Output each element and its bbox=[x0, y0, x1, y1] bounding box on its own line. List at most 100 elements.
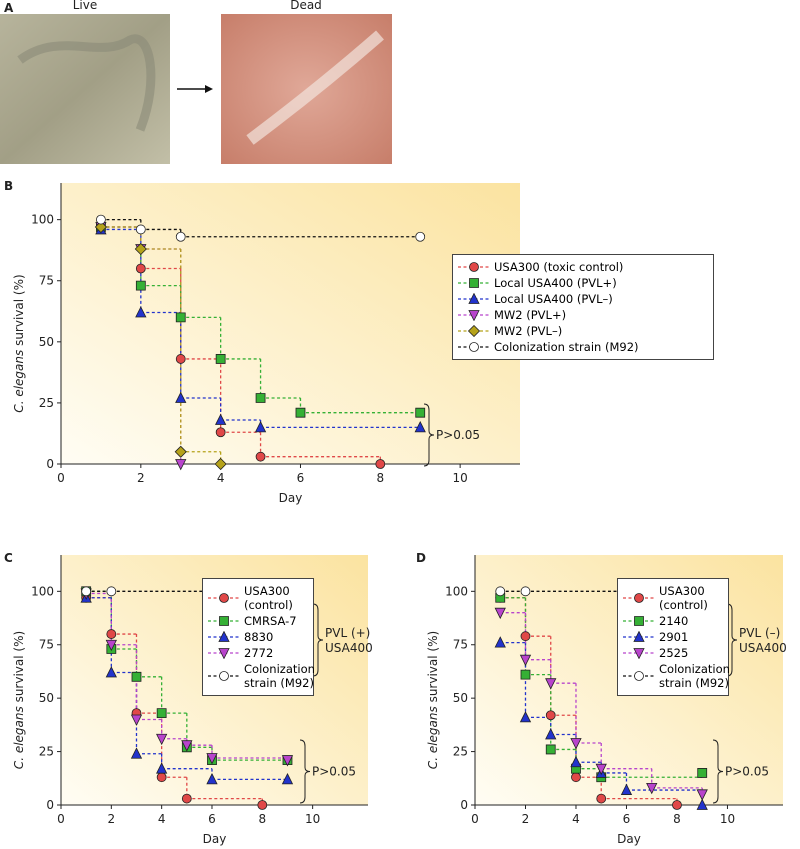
legend-swatch bbox=[458, 342, 490, 352]
marker bbox=[494, 607, 506, 620]
y-tick-label: 25 bbox=[39, 396, 54, 410]
legend-swatch bbox=[623, 616, 655, 626]
x-tick-label: 2 bbox=[522, 812, 530, 826]
legend-swatch bbox=[458, 310, 490, 321]
x-axis-title: Day bbox=[203, 832, 227, 846]
marker bbox=[375, 459, 386, 469]
marker bbox=[218, 631, 230, 642]
marker bbox=[181, 740, 193, 752]
legend-swatch bbox=[623, 671, 655, 681]
marker bbox=[545, 710, 556, 721]
marker bbox=[545, 744, 556, 755]
marker bbox=[414, 420, 426, 433]
legend-item: 2901 bbox=[622, 630, 724, 644]
group-brace bbox=[726, 603, 738, 677]
marker bbox=[672, 800, 682, 810]
y-axis-title: C. elegans survival (%) bbox=[426, 631, 440, 769]
marker bbox=[130, 714, 143, 726]
x-tick-label: 2 bbox=[108, 812, 116, 826]
marker bbox=[520, 586, 531, 597]
worm bbox=[17, 34, 156, 132]
y-tick-label: 50 bbox=[39, 335, 54, 349]
marker bbox=[175, 312, 186, 323]
marker bbox=[106, 586, 117, 597]
legend-label: 2140 bbox=[659, 614, 689, 628]
marker bbox=[520, 631, 531, 642]
legend-item: Colonization strain (M92) bbox=[622, 662, 730, 690]
marker bbox=[467, 325, 481, 337]
legend-label: MW2 (PVL–) bbox=[494, 324, 563, 338]
x-tick-label: 6 bbox=[297, 471, 305, 485]
marker bbox=[620, 783, 633, 795]
y-axis-title-species: C. elegans bbox=[12, 706, 26, 769]
legend-item: USA300 (control) bbox=[622, 584, 724, 612]
marker bbox=[634, 671, 644, 681]
legend-item: 2772 bbox=[207, 646, 309, 660]
worm bbox=[246, 30, 384, 145]
legend-swatch bbox=[623, 631, 655, 642]
legend-item: Colonization strain (M92) bbox=[207, 662, 315, 690]
x-tick-label: 6 bbox=[208, 812, 216, 826]
photo-label: Dead bbox=[290, 0, 322, 12]
legend: USA300 (control) 2140 2901 2525 Colonization… bbox=[617, 578, 730, 696]
marker bbox=[295, 407, 306, 418]
marker bbox=[415, 407, 426, 418]
legend-swatch bbox=[623, 593, 655, 603]
y-tick-label: 100 bbox=[31, 213, 54, 227]
y-tick-label: 25 bbox=[453, 745, 468, 759]
marker bbox=[130, 747, 143, 759]
panel-label: A bbox=[4, 1, 14, 15]
legend-swatch bbox=[458, 262, 490, 272]
panel-label: B bbox=[4, 179, 13, 193]
marker bbox=[94, 220, 107, 234]
marker bbox=[175, 354, 186, 364]
group-label: PVL (+) bbox=[325, 626, 370, 640]
marker bbox=[634, 593, 644, 603]
marker bbox=[175, 459, 187, 471]
marker bbox=[181, 793, 192, 804]
marker bbox=[105, 666, 117, 678]
group-label: USA400 bbox=[739, 641, 787, 655]
x-tick-label: 8 bbox=[258, 812, 266, 826]
y-tick-label: 50 bbox=[453, 691, 468, 705]
group-label: USA400 bbox=[325, 641, 373, 655]
annotation: P>0.05 bbox=[436, 428, 480, 442]
marker bbox=[519, 654, 532, 667]
significance-brace bbox=[423, 403, 435, 467]
marker bbox=[469, 278, 479, 288]
legend-label: 2901 bbox=[659, 630, 689, 644]
significance-brace bbox=[299, 739, 311, 804]
legend-label: USA300 (control) bbox=[659, 584, 708, 612]
marker bbox=[545, 678, 557, 690]
marker bbox=[646, 783, 658, 795]
marker bbox=[219, 593, 229, 603]
x-tick-label: 4 bbox=[217, 471, 225, 485]
x-tick-label: 0 bbox=[57, 812, 65, 826]
marker bbox=[633, 648, 645, 659]
marker bbox=[469, 342, 479, 352]
legend-swatch bbox=[208, 648, 240, 659]
marker bbox=[468, 310, 480, 321]
marker bbox=[175, 391, 187, 403]
legend-label: Colonization strain (M92) bbox=[244, 662, 315, 690]
marker bbox=[135, 263, 146, 274]
legend-item: Local USA400 (PVL–) bbox=[457, 292, 709, 306]
marker bbox=[135, 306, 147, 318]
marker bbox=[175, 231, 186, 242]
legend-item: Colonization strain (M92) bbox=[457, 340, 709, 354]
legend-label: Colonization strain (M92) bbox=[494, 340, 639, 354]
legend-item: Local USA400 (PVL+) bbox=[457, 276, 709, 290]
y-axis-title: C. elegans survival (%) bbox=[12, 631, 26, 769]
legend-swatch bbox=[458, 325, 490, 337]
x-axis-title: Day bbox=[279, 491, 303, 505]
marker bbox=[255, 451, 266, 462]
marker bbox=[106, 629, 117, 639]
marker bbox=[469, 262, 479, 272]
legend-item: CMRSA-7 bbox=[207, 614, 309, 628]
marker bbox=[131, 671, 142, 682]
y-axis-title-text: survival (%) bbox=[426, 631, 440, 703]
legend-swatch bbox=[623, 648, 655, 659]
marker bbox=[215, 354, 226, 364]
legend-swatch bbox=[458, 278, 490, 288]
marker bbox=[206, 772, 218, 785]
